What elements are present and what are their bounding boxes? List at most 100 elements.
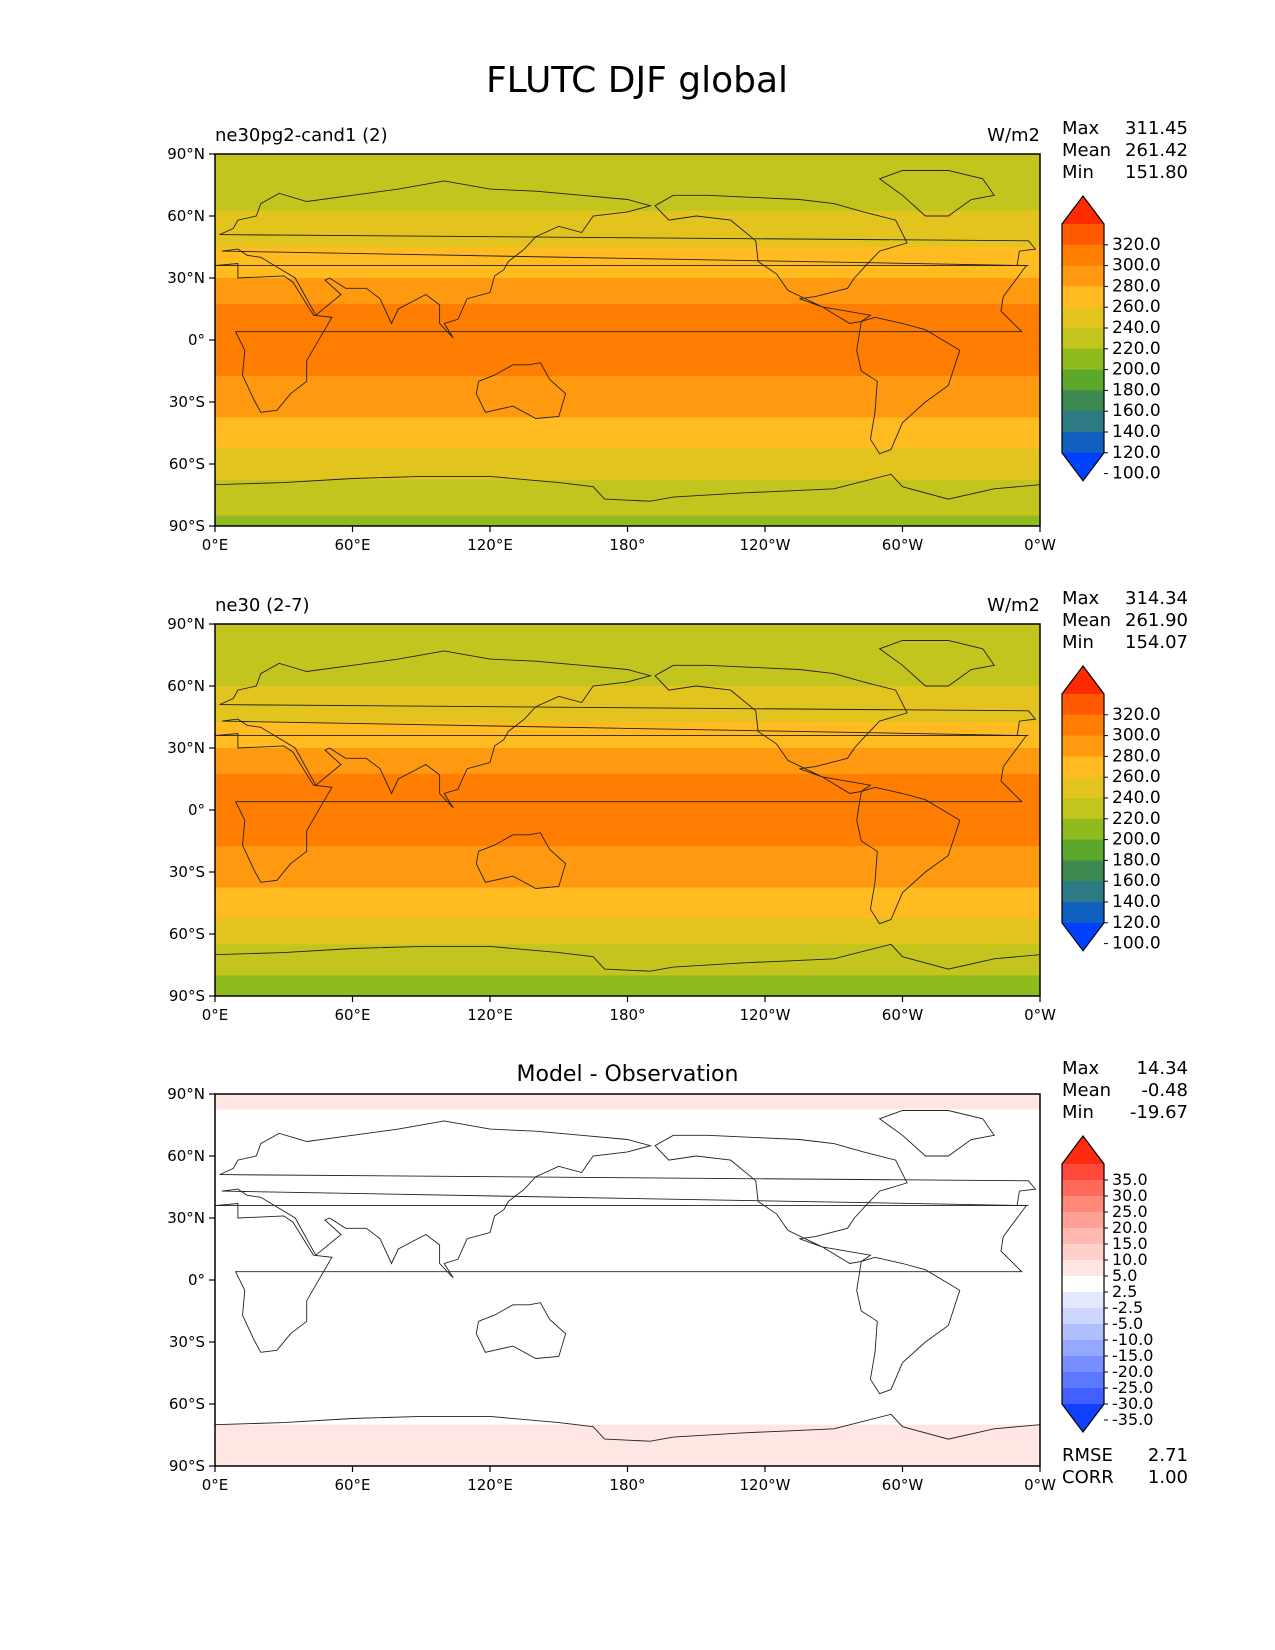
y-tick-label: 60°N	[167, 677, 205, 695]
zonal-band	[215, 1429, 1040, 1436]
zonal-band	[215, 185, 1040, 191]
colorbar-extend-max	[1062, 666, 1104, 694]
stat-label: Max	[1062, 1058, 1100, 1079]
panel-title-left: ne30pg2-cand1 (2)	[215, 125, 388, 146]
zonal-band	[215, 866, 1040, 873]
zonal-band	[215, 918, 1040, 925]
zonal-band	[215, 1114, 1040, 1121]
zonal-band	[215, 908, 1040, 914]
colorbar-label: 25.0	[1112, 1202, 1148, 1221]
zonal-band	[215, 355, 1040, 362]
zonal-band	[215, 1238, 1040, 1245]
stat-value: 261.42	[1125, 140, 1188, 161]
colorbar-label: -15.0	[1112, 1346, 1153, 1365]
zonal-band	[215, 737, 1040, 744]
y-tick-label: 90°N	[167, 1085, 205, 1103]
y-tick-label: 30°S	[169, 863, 205, 881]
colorbar-label: 260.0	[1112, 767, 1161, 787]
y-tick-label: 0°	[188, 801, 205, 819]
zonal-band	[215, 371, 1040, 377]
zonal-band	[215, 639, 1040, 646]
zonal-band	[215, 815, 1040, 821]
footer-stat-label: CORR	[1062, 1467, 1114, 1488]
x-tick-label: 120°W	[740, 536, 791, 554]
zonal-band	[215, 644, 1040, 651]
zonal-band	[215, 520, 1040, 526]
zonal-band	[215, 1243, 1040, 1250]
zonal-band	[215, 1161, 1040, 1167]
colorbar-label: 2.5	[1112, 1282, 1137, 1301]
zonal-band	[215, 784, 1040, 790]
colorbar-segment	[1062, 818, 1104, 841]
y-tick-label: 90°N	[167, 615, 205, 633]
coastline	[856, 316, 961, 455]
colorbar-label: 20.0	[1112, 1218, 1148, 1237]
y-tick-label: 60°S	[169, 455, 205, 473]
zonal-band	[215, 1135, 1040, 1142]
colorbar-segment	[1062, 432, 1104, 454]
y-tick-label: 90°S	[169, 987, 205, 1005]
stat-value: 14.34	[1136, 1058, 1188, 1079]
map-field	[215, 154, 1040, 526]
zonal-band	[215, 376, 1040, 382]
panel-reference: 0°E 60°E 120°E 180° 120°W 60°W 0°W 90°N 60°N 30°N…	[167, 588, 1188, 1024]
zonal-band	[215, 495, 1040, 501]
colorbar-segment	[1062, 265, 1104, 287]
colorbar-extend-min	[1062, 922, 1104, 951]
colorbar-segment	[1062, 1276, 1104, 1293]
y-tick-label: 60°N	[167, 1147, 205, 1165]
zonal-band	[215, 990, 1040, 996]
zonal-band	[215, 1378, 1040, 1384]
zonal-band	[215, 804, 1040, 811]
zonal-band	[215, 923, 1040, 930]
colorbar-segment	[1062, 1244, 1104, 1261]
zonal-band	[215, 649, 1040, 656]
zonal-band	[215, 303, 1040, 310]
zonal-band	[215, 1197, 1040, 1204]
zonal-band	[215, 701, 1040, 708]
colorbar-segment	[1062, 1260, 1104, 1277]
coastline	[215, 943, 1040, 972]
zonal-band	[215, 272, 1040, 279]
stat-value: -0.48	[1141, 1080, 1188, 1101]
colorbar-segment	[1062, 1180, 1104, 1197]
colorbar: 320.0300.0280.0260.0240.0220.0200.0180.0…	[1061, 665, 1161, 954]
x-tick-label: 0°E	[202, 1006, 229, 1024]
zonal-band	[215, 1094, 1040, 1100]
stat-value: 151.80	[1125, 162, 1188, 183]
x-tick-label: 60°E	[334, 536, 370, 554]
zonal-band	[215, 195, 1040, 202]
zonal-band	[215, 758, 1040, 765]
zonal-band	[215, 949, 1040, 956]
zonal-band	[215, 458, 1040, 465]
zonal-band	[215, 624, 1040, 630]
zonal-band	[215, 1249, 1040, 1255]
coastline	[215, 1413, 1040, 1442]
zonal-band	[215, 247, 1040, 253]
zonal-band	[215, 1326, 1040, 1333]
zonal-band	[215, 1352, 1040, 1359]
zonal-band	[215, 288, 1040, 295]
zonal-band	[215, 159, 1040, 165]
zonal-band	[215, 934, 1040, 940]
zonal-band	[215, 200, 1040, 207]
colorbar-label: 10.0	[1112, 1250, 1148, 1269]
y-tick-label: 60°S	[169, 925, 205, 943]
zonal-band	[215, 897, 1040, 904]
colorbar-extend-max	[1062, 196, 1104, 224]
colorbar-label: -35.0	[1112, 1410, 1153, 1429]
zonal-band	[215, 252, 1040, 258]
zonal-band	[215, 980, 1040, 987]
zonal-band	[215, 820, 1040, 827]
colorbar-segment	[1062, 1372, 1104, 1389]
panel-title-left: ne30 (2-7)	[215, 595, 310, 616]
zonal-band	[215, 830, 1040, 837]
zonal-band	[215, 433, 1040, 439]
zonal-band	[215, 655, 1040, 661]
zonal-band	[215, 1404, 1040, 1410]
y-tick-label: 30°S	[169, 1333, 205, 1351]
zonal-band	[215, 515, 1040, 522]
map-field	[215, 624, 1040, 996]
zonal-band	[215, 1223, 1040, 1229]
stat-value: -19.67	[1130, 1102, 1188, 1123]
